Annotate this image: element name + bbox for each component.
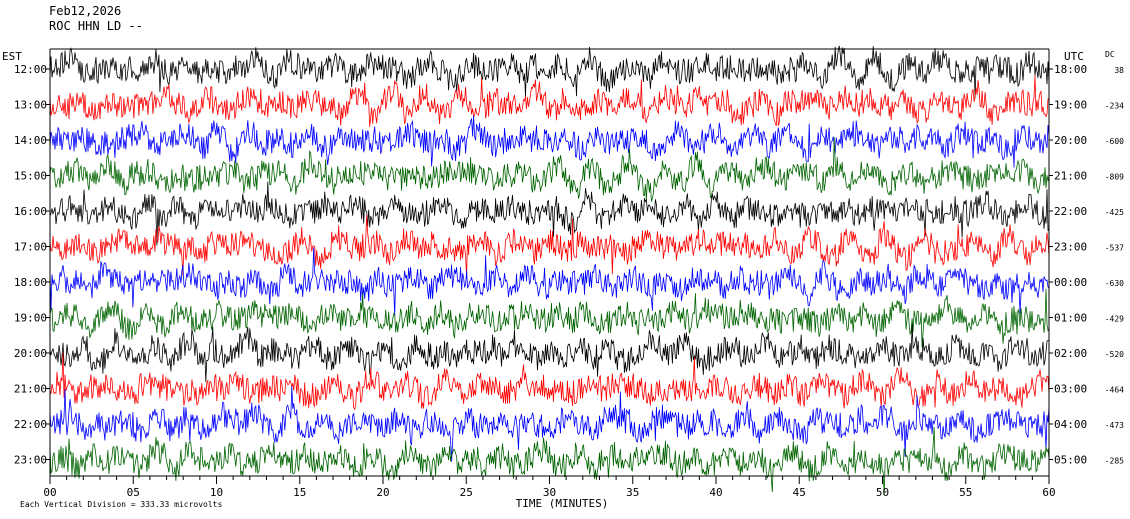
utc-time-label: 18:00 — [1054, 63, 1087, 76]
dc-column-label: DC — [1105, 50, 1115, 59]
x-tick-label-10: 10 — [210, 486, 223, 499]
local-time-label: 15:00 — [14, 170, 47, 183]
x-tick-label-60: 60 — [1042, 486, 1055, 499]
dc-offset-label: -537 — [1105, 244, 1124, 253]
utc-time-label: 00:00 — [1054, 276, 1087, 289]
row-labels: 12:00 18:00 38 13:00 19:00 -234 14:00 20:00 -600… — [14, 63, 1124, 467]
x-axis: 00 05 10 15 20 25 30 35 40 45 50 55 60 — [43, 476, 1056, 499]
dc-offset-label: -809 — [1105, 173, 1124, 182]
local-time-label: 22:00 — [14, 418, 47, 431]
trace-row-1600 — [49, 181, 1050, 246]
vertical-division-note: Each Vertical Division = 333.33 microvol… — [20, 500, 222, 509]
trace-row-2300 — [49, 426, 1050, 496]
x-tick-label-05: 05 — [127, 486, 140, 499]
dc-offset-label: -473 — [1105, 421, 1124, 430]
x-tick-label-20: 20 — [376, 486, 389, 499]
trace-row-2200 — [49, 385, 1050, 462]
local-time-label: 21:00 — [14, 383, 47, 396]
trace-row-1900 — [49, 288, 1050, 348]
dc-offset-label: 38 — [1114, 66, 1124, 75]
trace-row-1500 — [49, 137, 1050, 202]
trace-row-2000 — [49, 323, 1050, 382]
dc-offset-label: -429 — [1105, 315, 1124, 324]
trace-row-1300 — [49, 75, 1050, 127]
local-time-label: 18:00 — [14, 276, 47, 289]
dc-offset-label: -630 — [1105, 279, 1124, 288]
x-tick-label-00: 00 — [43, 486, 56, 499]
dc-offset-label: -234 — [1105, 102, 1124, 111]
utc-time-label: 19:00 — [1054, 99, 1087, 112]
x-tick-label-30: 30 — [543, 486, 556, 499]
trace-row-2100 — [49, 352, 1050, 411]
utc-time-label: 20:00 — [1054, 134, 1087, 147]
utc-time-label: 03:00 — [1054, 383, 1087, 396]
utc-time-label: 22:00 — [1054, 205, 1087, 218]
trace-row-1400 — [49, 115, 1050, 168]
station-date: Feb12,2026 — [49, 4, 122, 18]
dc-offset-label: -285 — [1105, 457, 1124, 466]
utc-time-label: 23:00 — [1054, 241, 1087, 254]
trace-row-1700 — [49, 214, 1050, 278]
x-tick-label-50: 50 — [876, 486, 889, 499]
local-time-label: 12:00 — [14, 63, 47, 76]
local-time-label: 23:00 — [14, 454, 47, 467]
local-time-label: 14:00 — [14, 134, 47, 147]
utc-time-label: 04:00 — [1054, 418, 1087, 431]
x-tick-label-15: 15 — [293, 486, 306, 499]
local-time-label: 13:00 — [14, 99, 47, 112]
local-time-label: 20:00 — [14, 347, 47, 360]
left-timezone-label: EST — [2, 50, 22, 63]
local-time-label: 17:00 — [14, 241, 47, 254]
station-channel: ROC HHN LD -- — [49, 19, 143, 33]
x-tick-label-35: 35 — [626, 486, 639, 499]
x-tick-label-40: 40 — [709, 486, 722, 499]
utc-time-label: 01:00 — [1054, 312, 1087, 325]
right-timezone-label: UTC — [1064, 50, 1084, 63]
utc-time-label: 21:00 — [1054, 170, 1087, 183]
dc-offset-label: -600 — [1105, 137, 1124, 146]
trace-row-1800 — [49, 247, 1050, 317]
trace-row-1200 — [49, 45, 1050, 99]
utc-time-label: 05:00 — [1054, 454, 1087, 467]
dc-offset-label: -425 — [1105, 208, 1124, 217]
x-tick-label-55: 55 — [959, 486, 972, 499]
x-tick-label-25: 25 — [460, 486, 473, 499]
local-time-label: 16:00 — [14, 205, 47, 218]
trace-group — [49, 45, 1050, 496]
x-tick-label-45: 45 — [793, 486, 806, 499]
utc-time-label: 02:00 — [1054, 347, 1087, 360]
dc-offset-label: -520 — [1105, 350, 1124, 359]
local-time-label: 19:00 — [14, 312, 47, 325]
x-axis-label: TIME (MINUTES) — [516, 497, 609, 510]
dc-offset-label: -464 — [1105, 386, 1124, 395]
